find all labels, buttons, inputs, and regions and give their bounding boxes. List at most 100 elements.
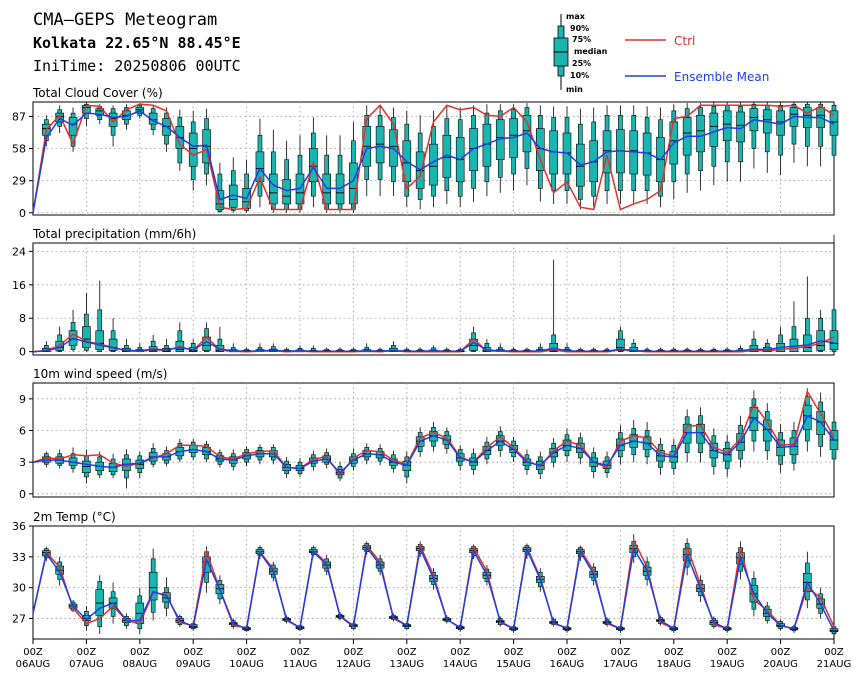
ensemble-box xyxy=(282,140,291,213)
legend-box-median: median xyxy=(574,47,608,56)
legend-box-p75: 75% xyxy=(572,35,591,44)
legend-box-p25: 25% xyxy=(572,59,591,68)
ensemble-box xyxy=(576,108,585,210)
ctrl-series-line xyxy=(32,537,835,630)
ensemble-box xyxy=(469,105,478,202)
ensemble-box xyxy=(108,105,118,147)
x-hour-label: 00Z xyxy=(771,647,791,658)
x-date-label: 20AUG xyxy=(763,659,798,670)
x-date-label: 18AUG xyxy=(656,659,691,670)
y-tick-label: 24 xyxy=(12,245,26,258)
x-hour-label: 00Z xyxy=(504,647,524,658)
x-hour-label: 00Z xyxy=(397,647,417,658)
ensemble-mean-line xyxy=(32,414,835,474)
ensemble-box xyxy=(148,548,158,621)
x-hour-label: 00Z xyxy=(183,647,203,658)
x-hour-label: 00Z xyxy=(237,647,257,658)
y-tick-label: 30 xyxy=(12,582,26,595)
legend-box-p90: 90% xyxy=(570,24,589,33)
ensemble-box xyxy=(696,407,705,463)
x-date-label: 21AUG xyxy=(817,659,852,670)
ensemble-box xyxy=(789,102,799,163)
ensemble-box xyxy=(135,451,145,478)
legend-box-min: min xyxy=(566,85,583,94)
x-date-label: 11AUG xyxy=(283,659,318,670)
ensemble-box xyxy=(242,159,251,213)
panel-title-temp: 2m Temp (°C) xyxy=(33,510,116,524)
ensemble-mean-line xyxy=(32,337,835,353)
ctrl-series-line xyxy=(32,103,835,213)
ensemble-box xyxy=(549,106,558,204)
ensemble-mean-line xyxy=(32,545,835,632)
ensemble-box xyxy=(616,326,625,352)
x-date-label: 13AUG xyxy=(389,659,424,670)
ensemble-box xyxy=(829,234,839,352)
x-hour-label: 00Z xyxy=(344,647,364,658)
ensemble-box xyxy=(68,447,78,473)
y-tick-label: 0 xyxy=(19,207,26,220)
x-date-label: 08AUG xyxy=(122,659,157,670)
x-date-label: 12AUG xyxy=(336,659,371,670)
ensemble-box xyxy=(335,135,345,213)
x-date-label: 06AUG xyxy=(16,659,51,670)
panel-title-cloud: Total Cloud Cover (%) xyxy=(32,86,163,100)
ensemble-box xyxy=(749,102,759,169)
legend-box-glyph xyxy=(553,14,569,90)
x-hour-label: 00Z xyxy=(130,647,150,658)
legend-box-p10: 10% xyxy=(570,71,589,80)
y-tick-label: 27 xyxy=(12,612,26,625)
x-hour-label: 00Z xyxy=(611,647,631,658)
x-date-label: 19AUG xyxy=(710,659,745,670)
ensemble-box xyxy=(95,280,105,352)
ensemble-box xyxy=(495,104,505,193)
x-hour-label: 00Z xyxy=(717,647,737,658)
y-tick-label: 33 xyxy=(12,551,26,564)
ensemble-box xyxy=(789,301,799,352)
meteogram-title: CMA—GEPS Meteogram xyxy=(33,10,217,30)
ensemble-box xyxy=(402,451,412,484)
ensemble-box xyxy=(776,424,785,473)
panel-temp: 27 30 33 36 xyxy=(12,520,839,640)
ensemble-box xyxy=(255,118,265,208)
y-tick-label: 36 xyxy=(12,520,26,533)
x-hour-label: 00Z xyxy=(557,647,577,658)
ensemble-box xyxy=(268,129,278,213)
ensemble-box xyxy=(816,102,825,167)
y-tick-label: 0 xyxy=(19,488,26,501)
location-label: Kolkata 22.65°N 88.45°E xyxy=(33,34,241,52)
x-hour-label: 00Z xyxy=(77,647,97,658)
ensemble-box xyxy=(829,413,839,468)
ensemble-box xyxy=(148,443,158,468)
y-tick-label: 16 xyxy=(12,279,26,292)
legend-box-max: max xyxy=(566,12,586,21)
ensemble-box xyxy=(709,102,719,186)
ensemble-box xyxy=(776,102,785,176)
ensemble-box xyxy=(722,102,732,182)
legend: max 90% 75% median 25% 10% min Ctrl Ense… xyxy=(553,12,769,94)
legend-mean-label: Ensemble Mean xyxy=(674,70,769,84)
ensemble-box xyxy=(629,105,639,204)
y-tick-label: 87 xyxy=(12,110,26,123)
x-hour-label: 00Z xyxy=(23,647,43,658)
x-hour-label: 00Z xyxy=(450,647,470,658)
panel-title-precip: Total precipitation (mm/6h) xyxy=(32,227,196,241)
ensemble-box xyxy=(762,403,772,461)
ensemble-box xyxy=(375,105,385,197)
y-tick-label: 29 xyxy=(12,175,26,188)
y-tick-label: 9 xyxy=(19,393,26,406)
ensemble-box xyxy=(509,104,518,191)
ensemble-box xyxy=(642,106,652,204)
ensemble-box xyxy=(589,107,599,208)
time-axis: 00Z06AUG00Z07AUG00Z08AUG00Z09AUG00Z10AUG… xyxy=(16,639,852,670)
y-tick-label: 3 xyxy=(19,456,26,469)
x-date-label: 07AUG xyxy=(69,659,104,670)
x-date-label: 14AUG xyxy=(443,659,478,670)
ensemble-box xyxy=(802,276,812,352)
ensemble-box xyxy=(696,103,705,191)
ensemble-box xyxy=(802,388,812,452)
y-tick-label: 0 xyxy=(19,346,26,359)
y-tick-label: 8 xyxy=(19,312,26,325)
ensemble-box xyxy=(135,587,145,634)
